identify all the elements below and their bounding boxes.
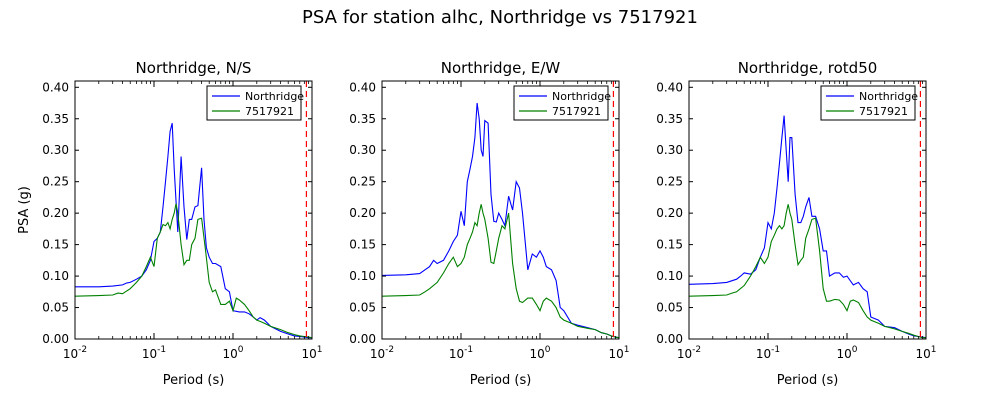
y-axis-label: PSA (g) [17, 186, 32, 234]
y-tick-label: 0.30 [656, 143, 683, 157]
y-tick-label: 0.10 [42, 269, 69, 283]
y-tick-label: 0.10 [349, 269, 376, 283]
legend-label: 7517921 [552, 105, 601, 118]
panel-title: Northridge, rotd50 [738, 59, 878, 77]
chart-panel-2: Northridge, E/W 0.00 0.05 0.10 0.15 0.20 0.25 0… [349, 59, 629, 388]
x-tick-label: 10-1 [142, 345, 166, 361]
axes-frame [688, 80, 927, 340]
y-tick-label: 0.40 [349, 80, 376, 94]
y-tick-label: 0.15 [42, 238, 69, 252]
x-tick-label: 100 [836, 345, 857, 361]
legend-label: Northridge [245, 90, 304, 103]
y-tick-label: 0.10 [656, 269, 683, 283]
y-tick-label: 0.00 [349, 332, 376, 346]
legend-label: Northridge [552, 90, 611, 103]
series-line-7517921 [75, 203, 312, 339]
x-tick-label: 10-2 [370, 345, 394, 361]
y-tick-label: 0.20 [42, 206, 69, 220]
series-group [75, 123, 312, 339]
figure-suptitle: PSA for station alhc, Northridge vs 7517… [302, 7, 698, 28]
x-tick-label: 10-1 [449, 345, 473, 361]
x-tick-label: 100 [529, 345, 550, 361]
panel-title: Northridge, N/S [136, 59, 252, 77]
legend-label: 7517921 [245, 105, 294, 118]
x-axis-label: Period (s) [163, 373, 225, 388]
series-group [689, 115, 926, 339]
series-line-northridge [689, 115, 926, 339]
y-tick-label: 0.25 [349, 175, 376, 189]
x-tick-label: 10-2 [63, 345, 87, 361]
x-tick-label: 101 [301, 345, 322, 361]
legend: Northridge 7517921 [513, 85, 611, 121]
x-tick-label: 10-1 [756, 345, 780, 361]
y-tick-label: 0.30 [349, 143, 376, 157]
y-tick-label: 0.15 [349, 238, 376, 252]
x-axis-label: Period (s) [777, 373, 839, 388]
legend-label: 7517921 [859, 105, 908, 118]
series-line-northridge [382, 102, 619, 339]
chart-panels: Northridge, N/S 0.00 0.05 0.10 0.15 0.20 0.25 0… [42, 59, 936, 388]
y-tick-label: 0.35 [42, 112, 69, 126]
x-tick-label: 100 [222, 345, 243, 361]
chart-panel-1: Northridge, N/S 0.00 0.05 0.10 0.15 0.20 0.25 0… [42, 59, 322, 388]
y-tick-label: 0.30 [42, 143, 69, 157]
series-line-northridge [75, 123, 312, 339]
y-tick-label: 0.35 [349, 112, 376, 126]
y-tick-label: 0.05 [349, 301, 376, 315]
x-tick-label: 10-2 [677, 345, 701, 361]
y-tick-label: 0.15 [656, 238, 683, 252]
axes-frame [74, 80, 313, 340]
legend: Northridge 7517921 [206, 85, 304, 121]
y-tick-label: 0.05 [42, 301, 69, 315]
y-tick-label: 0.00 [656, 332, 683, 346]
y-tick-label: 0.20 [656, 206, 683, 220]
legend-label: Northridge [859, 90, 918, 103]
series-group [382, 102, 619, 339]
axes-frame [381, 80, 620, 340]
y-tick-label: 0.20 [349, 206, 376, 220]
series-line-7517921 [382, 204, 619, 339]
y-tick-label: 0.00 [42, 332, 69, 346]
y-tick-label: 0.05 [656, 301, 683, 315]
y-tick-label: 0.35 [656, 112, 683, 126]
x-tick-label: 101 [915, 345, 936, 361]
x-tick-label: 101 [608, 345, 629, 361]
legend-box [206, 85, 302, 121]
y-tick-label: 0.25 [656, 175, 683, 189]
y-tick-label: 0.40 [42, 80, 69, 94]
y-tick-label: 0.25 [42, 175, 69, 189]
chart-panel-3: Northridge, rotd50 0.00 0.05 0.10 0.15 0.20 0.… [656, 59, 936, 388]
legend-box [513, 85, 609, 121]
legend: Northridge 7517921 [820, 85, 918, 121]
series-line-7517921 [689, 204, 926, 339]
x-axis-label: Period (s) [470, 373, 532, 388]
legend-box [820, 85, 916, 121]
y-tick-label: 0.40 [656, 80, 683, 94]
panel-title: Northridge, E/W [441, 59, 561, 77]
